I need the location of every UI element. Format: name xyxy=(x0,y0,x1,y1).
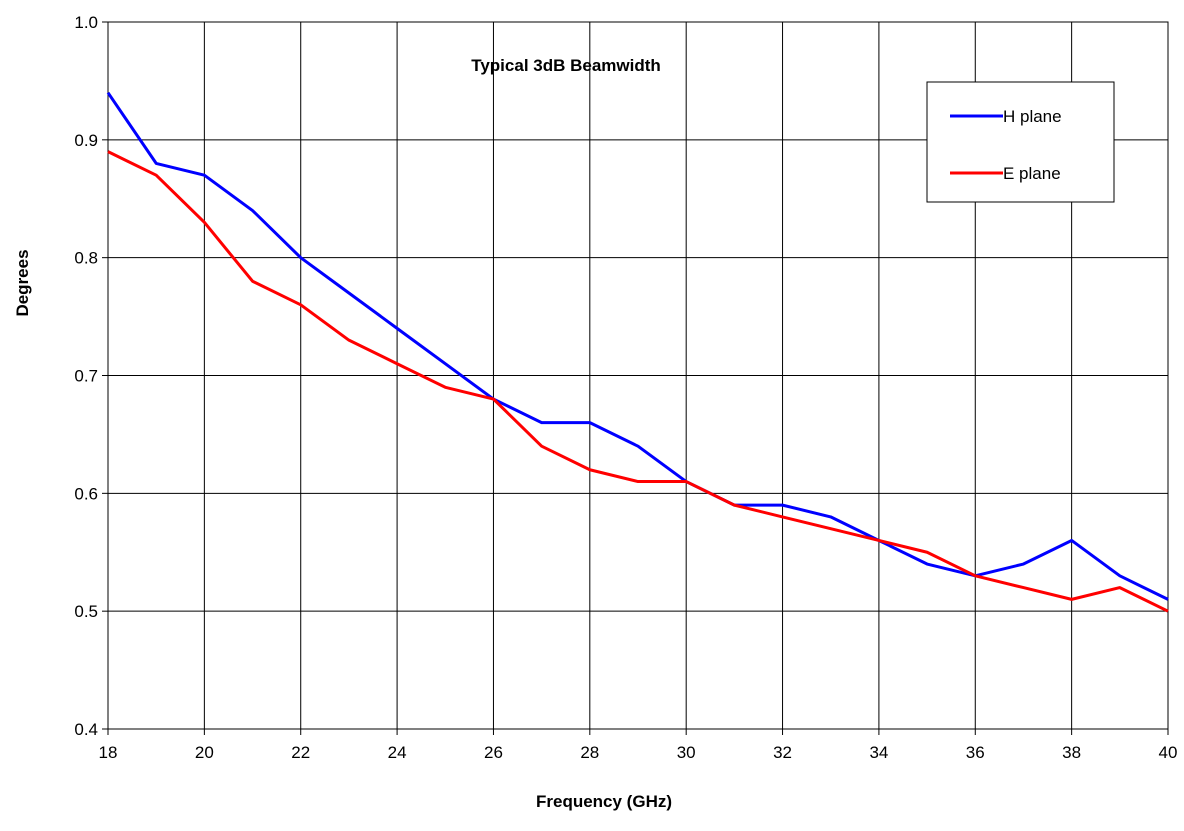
x-tick-label: 34 xyxy=(869,743,888,762)
y-tick-label: 0.6 xyxy=(74,484,98,503)
x-tick-label: 38 xyxy=(1062,743,1081,762)
y-axis-label: Degrees xyxy=(13,249,32,316)
x-tick-label: 32 xyxy=(773,743,792,762)
legend-box xyxy=(926,81,1115,203)
legend-label-h-plane: H plane xyxy=(1003,107,1062,126)
x-tick-label: 36 xyxy=(966,743,985,762)
chart-title: Typical 3dB Beamwidth xyxy=(471,56,661,75)
x-tick-label: 22 xyxy=(291,743,310,762)
legend: H plane E plane xyxy=(926,81,1115,203)
y-tick-label: 0.8 xyxy=(74,249,98,268)
y-tick-label: 0.4 xyxy=(74,720,98,739)
x-tick-label: 40 xyxy=(1159,743,1178,762)
x-tick-label: 26 xyxy=(484,743,503,762)
x-axis-label: Frequency (GHz) xyxy=(536,792,672,811)
y-axis-ticks: 0.4 0.5 0.6 0.7 0.8 0.9 1.0 xyxy=(74,13,108,739)
x-tick-label: 28 xyxy=(580,743,599,762)
x-tick-label: 18 xyxy=(99,743,118,762)
x-tick-label: 20 xyxy=(195,743,214,762)
x-tick-label: 30 xyxy=(677,743,696,762)
legend-label-e-plane: E plane xyxy=(1003,164,1061,183)
y-tick-label: 1.0 xyxy=(74,13,98,32)
grid xyxy=(107,21,1169,730)
y-tick-label: 0.5 xyxy=(74,602,98,621)
series-lines xyxy=(106,91,1169,613)
y-tick-label: 0.9 xyxy=(74,131,98,150)
x-axis-ticks: 18 20 22 24 26 28 30 32 34 36 38 40 xyxy=(99,729,1178,762)
y-tick-label: 0.7 xyxy=(74,367,98,386)
series-line-h-plane xyxy=(106,91,1169,601)
x-tick-label: 24 xyxy=(388,743,407,762)
series-line-e-plane xyxy=(107,150,1169,613)
